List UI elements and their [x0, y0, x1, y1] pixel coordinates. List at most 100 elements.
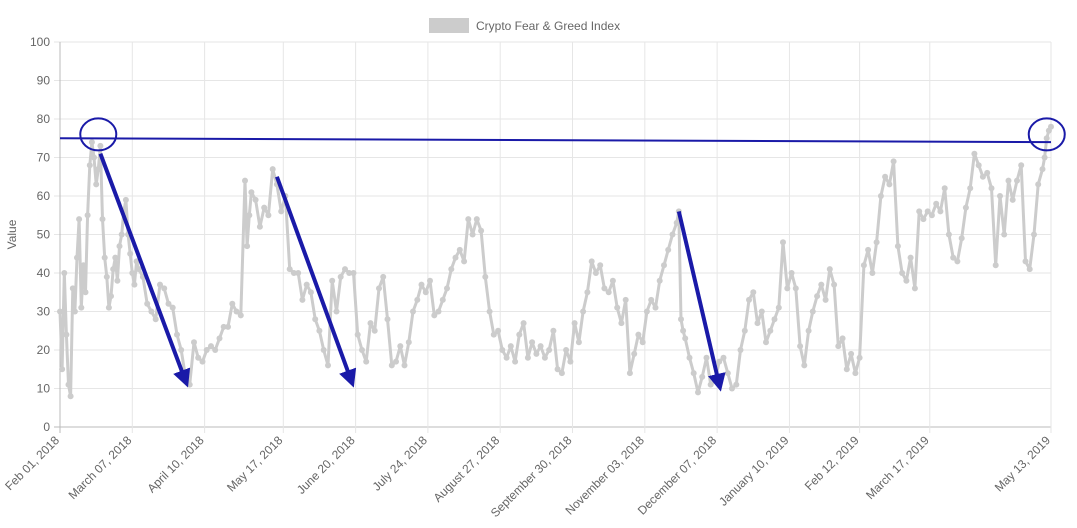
data-point[interactable]	[643, 308, 650, 315]
data-point[interactable]	[78, 304, 85, 311]
data-point[interactable]	[962, 204, 969, 211]
data-point[interactable]	[831, 281, 838, 288]
data-point[interactable]	[110, 266, 117, 273]
data-point[interactable]	[342, 266, 348, 273]
data-point[interactable]	[80, 262, 87, 269]
data-point[interactable]	[97, 142, 104, 149]
data-point[interactable]	[1009, 196, 1016, 203]
data-point[interactable]	[835, 343, 842, 350]
data-point[interactable]	[805, 327, 812, 334]
data-point[interactable]	[767, 327, 774, 334]
data-point[interactable]	[507, 343, 514, 350]
data-point[interactable]	[882, 173, 889, 180]
data-point[interactable]	[716, 358, 723, 365]
data-point[interactable]	[363, 358, 370, 365]
data-point[interactable]	[414, 296, 421, 303]
data-point[interactable]	[580, 308, 587, 315]
data-point[interactable]	[393, 358, 399, 365]
data-point[interactable]	[127, 250, 134, 257]
data-point[interactable]	[967, 185, 974, 192]
data-point[interactable]	[371, 327, 378, 334]
data-point[interactable]	[84, 212, 91, 219]
data-point[interactable]	[784, 285, 791, 292]
data-point[interactable]	[129, 270, 136, 276]
data-point[interactable]	[333, 308, 340, 315]
data-point[interactable]	[988, 185, 995, 192]
data-point[interactable]	[631, 350, 638, 357]
data-point[interactable]	[499, 347, 506, 353]
data-point[interactable]	[299, 296, 306, 303]
data-point[interactable]	[1031, 231, 1037, 238]
data-point[interactable]	[439, 296, 446, 303]
data-point[interactable]	[203, 347, 210, 353]
data-point[interactable]	[601, 285, 608, 292]
data-point[interactable]	[635, 331, 642, 338]
data-point[interactable]	[191, 339, 197, 346]
data-point[interactable]	[614, 304, 621, 311]
data-point[interactable]	[890, 158, 897, 165]
data-point[interactable]	[758, 308, 765, 315]
data-point[interactable]	[465, 216, 472, 223]
data-point[interactable]	[1001, 231, 1008, 238]
data-point[interactable]	[380, 273, 387, 280]
data-point[interactable]	[242, 177, 248, 184]
data-point[interactable]	[669, 231, 676, 238]
data-point[interactable]	[444, 285, 450, 292]
data-point[interactable]	[1043, 135, 1050, 142]
data-point[interactable]	[376, 285, 382, 292]
data-point[interactable]	[469, 231, 476, 238]
data-point[interactable]	[74, 254, 80, 261]
data-point[interactable]	[958, 235, 965, 242]
data-point[interactable]	[920, 216, 927, 223]
data-point[interactable]	[558, 370, 565, 377]
data-point[interactable]	[724, 370, 731, 377]
data-point[interactable]	[886, 181, 893, 188]
data-point[interactable]	[848, 350, 855, 357]
data-point[interactable]	[71, 308, 78, 315]
data-point[interactable]	[678, 316, 684, 323]
data-point[interactable]	[63, 331, 70, 338]
data-point[interactable]	[57, 308, 63, 315]
data-point[interactable]	[65, 381, 72, 388]
data-point[interactable]	[169, 304, 176, 311]
data-point[interactable]	[67, 393, 74, 400]
data-point[interactable]	[563, 347, 570, 353]
data-point[interactable]	[520, 320, 527, 327]
data-point[interactable]	[656, 277, 663, 284]
data-point[interactable]	[456, 246, 463, 253]
data-point[interactable]	[91, 154, 97, 161]
data-point[interactable]	[941, 185, 948, 192]
data-point[interactable]	[780, 239, 786, 246]
data-point[interactable]	[894, 243, 901, 250]
data-point[interactable]	[873, 239, 880, 246]
data-point[interactable]	[686, 354, 693, 361]
data-point[interactable]	[865, 246, 872, 253]
data-point[interactable]	[195, 354, 202, 361]
data-point[interactable]	[261, 204, 268, 211]
data-point[interactable]	[622, 296, 629, 303]
data-point[interactable]	[103, 273, 110, 280]
data-point[interactable]	[652, 304, 659, 311]
data-point[interactable]	[116, 243, 123, 250]
data-point[interactable]	[733, 381, 740, 388]
data-point[interactable]	[101, 254, 108, 261]
data-point[interactable]	[992, 262, 999, 269]
data-point[interactable]	[933, 200, 940, 207]
data-point[interactable]	[229, 300, 236, 307]
data-point[interactable]	[550, 327, 557, 334]
data-point[interactable]	[818, 281, 825, 288]
data-point[interactable]	[516, 331, 523, 338]
data-point[interactable]	[775, 304, 782, 311]
data-point[interactable]	[359, 347, 365, 353]
data-point[interactable]	[792, 285, 799, 292]
data-point[interactable]	[524, 354, 531, 361]
data-point[interactable]	[928, 212, 935, 219]
data-point[interactable]	[937, 208, 944, 215]
data-point[interactable]	[699, 373, 706, 380]
data-point[interactable]	[486, 308, 493, 315]
data-point[interactable]	[746, 296, 752, 303]
legend-swatch[interactable]	[429, 18, 469, 33]
data-point[interactable]	[869, 270, 876, 276]
data-point[interactable]	[174, 331, 180, 338]
data-point[interactable]	[597, 262, 604, 269]
